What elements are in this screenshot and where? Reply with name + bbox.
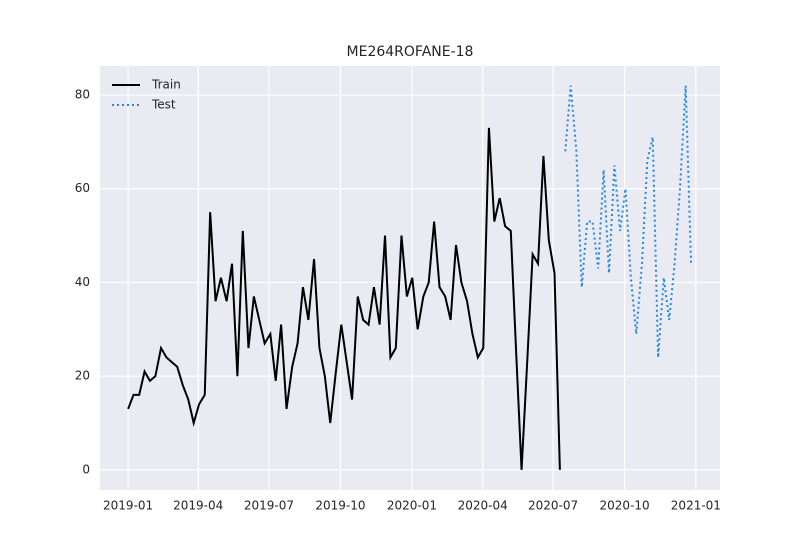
x-tick-label: 2020-01 (387, 499, 437, 513)
y-tick-label: 0 (82, 462, 90, 476)
x-tick-label: 2021-01 (671, 499, 721, 513)
chart-title: ME264ROFANE-18 (347, 44, 474, 60)
x-tick-label: 2020-04 (458, 499, 508, 513)
y-tick-label: 80 (75, 88, 90, 102)
x-tick-label: 2019-10 (315, 499, 365, 513)
legend-label: Train (151, 78, 181, 92)
legend-label: Test (151, 98, 176, 112)
x-tick-label: 2020-07 (528, 499, 578, 513)
y-tick-label: 60 (75, 181, 90, 195)
x-tick-label: 2019-07 (244, 499, 294, 513)
x-tick-label: 2020-10 (600, 499, 650, 513)
y-tick-label: 20 (75, 369, 90, 383)
y-tick-label: 40 (75, 275, 90, 289)
series-line (127, 127, 561, 470)
x-tick-label: 2019-04 (173, 499, 223, 513)
plot-area (100, 66, 720, 490)
x-tick-label: 2019-01 (103, 499, 153, 513)
